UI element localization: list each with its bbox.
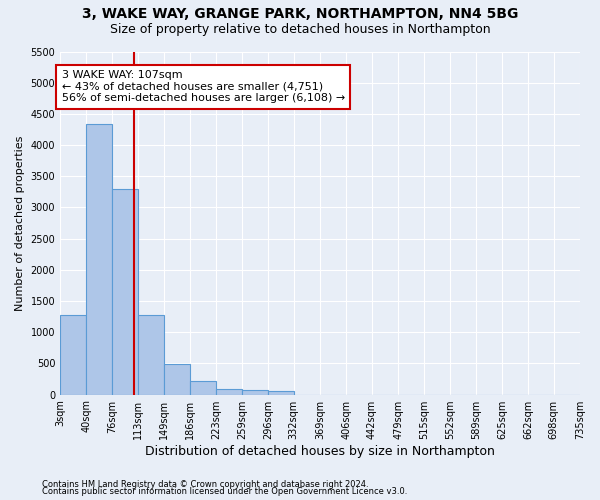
Text: Contains HM Land Registry data © Crown copyright and database right 2024.: Contains HM Land Registry data © Crown c… bbox=[42, 480, 368, 489]
X-axis label: Distribution of detached houses by size in Northampton: Distribution of detached houses by size … bbox=[145, 444, 495, 458]
Bar bbox=[60, 316, 86, 394]
Bar bbox=[112, 188, 138, 394]
Text: Size of property relative to detached houses in Northampton: Size of property relative to detached ho… bbox=[110, 22, 490, 36]
Bar bbox=[138, 314, 164, 394]
Bar bbox=[242, 390, 268, 394]
Y-axis label: Number of detached properties: Number of detached properties bbox=[15, 136, 25, 310]
Bar bbox=[268, 391, 294, 394]
Bar bbox=[164, 364, 190, 394]
Bar bbox=[217, 389, 242, 394]
Bar bbox=[86, 124, 112, 394]
Text: 3, WAKE WAY, GRANGE PARK, NORTHAMPTON, NN4 5BG: 3, WAKE WAY, GRANGE PARK, NORTHAMPTON, N… bbox=[82, 8, 518, 22]
Text: 3 WAKE WAY: 107sqm
← 43% of detached houses are smaller (4,751)
56% of semi-deta: 3 WAKE WAY: 107sqm ← 43% of detached hou… bbox=[62, 70, 345, 103]
Bar bbox=[190, 381, 217, 394]
Text: Contains public sector information licensed under the Open Government Licence v3: Contains public sector information licen… bbox=[42, 487, 407, 496]
